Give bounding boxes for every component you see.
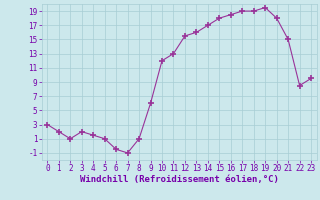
X-axis label: Windchill (Refroidissement éolien,°C): Windchill (Refroidissement éolien,°C) xyxy=(80,175,279,184)
